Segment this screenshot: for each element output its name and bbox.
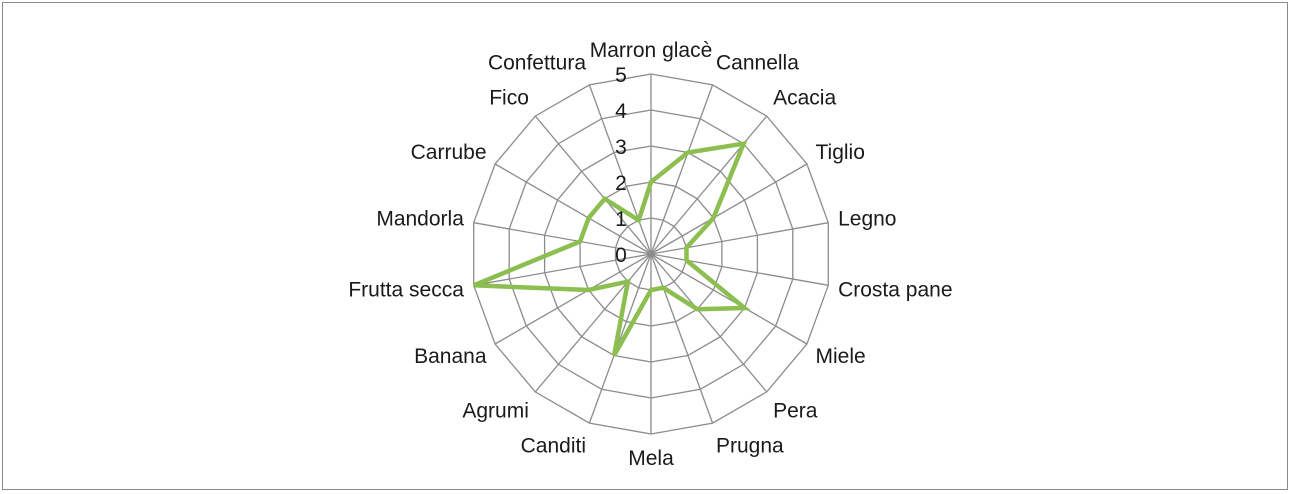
category-label: Carrube bbox=[411, 141, 487, 164]
category-label: Fico bbox=[489, 87, 529, 110]
category-label: Legno bbox=[838, 208, 896, 231]
category-label: Mandorla bbox=[376, 208, 464, 231]
spoke-3 bbox=[650, 163, 808, 255]
category-label: Prugna bbox=[716, 435, 784, 458]
category-label: Banana bbox=[414, 345, 487, 368]
category-label: Frutta secca bbox=[348, 278, 464, 301]
spoke-13 bbox=[473, 253, 652, 286]
spoke-16 bbox=[534, 115, 652, 255]
tick-label-3: 3 bbox=[615, 136, 627, 159]
spoke-11 bbox=[534, 253, 652, 393]
category-label: Tiglio bbox=[816, 141, 865, 164]
spoke-7 bbox=[650, 253, 768, 393]
radar-tick-labels: 0 1 2 3 4 5 bbox=[615, 64, 627, 267]
category-label: Canditi bbox=[521, 435, 586, 458]
spoke-5 bbox=[650, 253, 829, 286]
spoke-10 bbox=[588, 253, 652, 424]
radar-spokes bbox=[473, 74, 829, 434]
category-label: Pera bbox=[773, 399, 818, 422]
tick-label-2: 2 bbox=[615, 172, 627, 195]
spoke-1 bbox=[650, 84, 714, 255]
tick-label-4: 4 bbox=[615, 100, 627, 123]
spoke-17 bbox=[588, 84, 652, 255]
spoke-12 bbox=[494, 253, 652, 345]
spoke-2 bbox=[650, 115, 768, 255]
radar-series bbox=[472, 140, 751, 357]
spoke-14 bbox=[473, 222, 652, 255]
category-label: Cannella bbox=[716, 51, 799, 74]
tick-label-1: 1 bbox=[615, 208, 627, 231]
category-label: Mela bbox=[628, 447, 674, 470]
spoke-4 bbox=[650, 222, 829, 255]
spoke-6 bbox=[650, 253, 808, 345]
tick-label-5: 5 bbox=[615, 64, 627, 87]
category-label: Crosta pane bbox=[838, 278, 952, 301]
category-label: Miele bbox=[816, 345, 866, 368]
spoke-8 bbox=[650, 253, 714, 424]
category-label: Acacia bbox=[773, 87, 836, 110]
tick-label-0: 0 bbox=[615, 244, 627, 267]
category-label: Agrumi bbox=[462, 399, 529, 422]
spoke-15 bbox=[494, 163, 652, 255]
category-label: Marron glacè bbox=[590, 39, 713, 62]
category-label: Confettura bbox=[488, 51, 586, 74]
